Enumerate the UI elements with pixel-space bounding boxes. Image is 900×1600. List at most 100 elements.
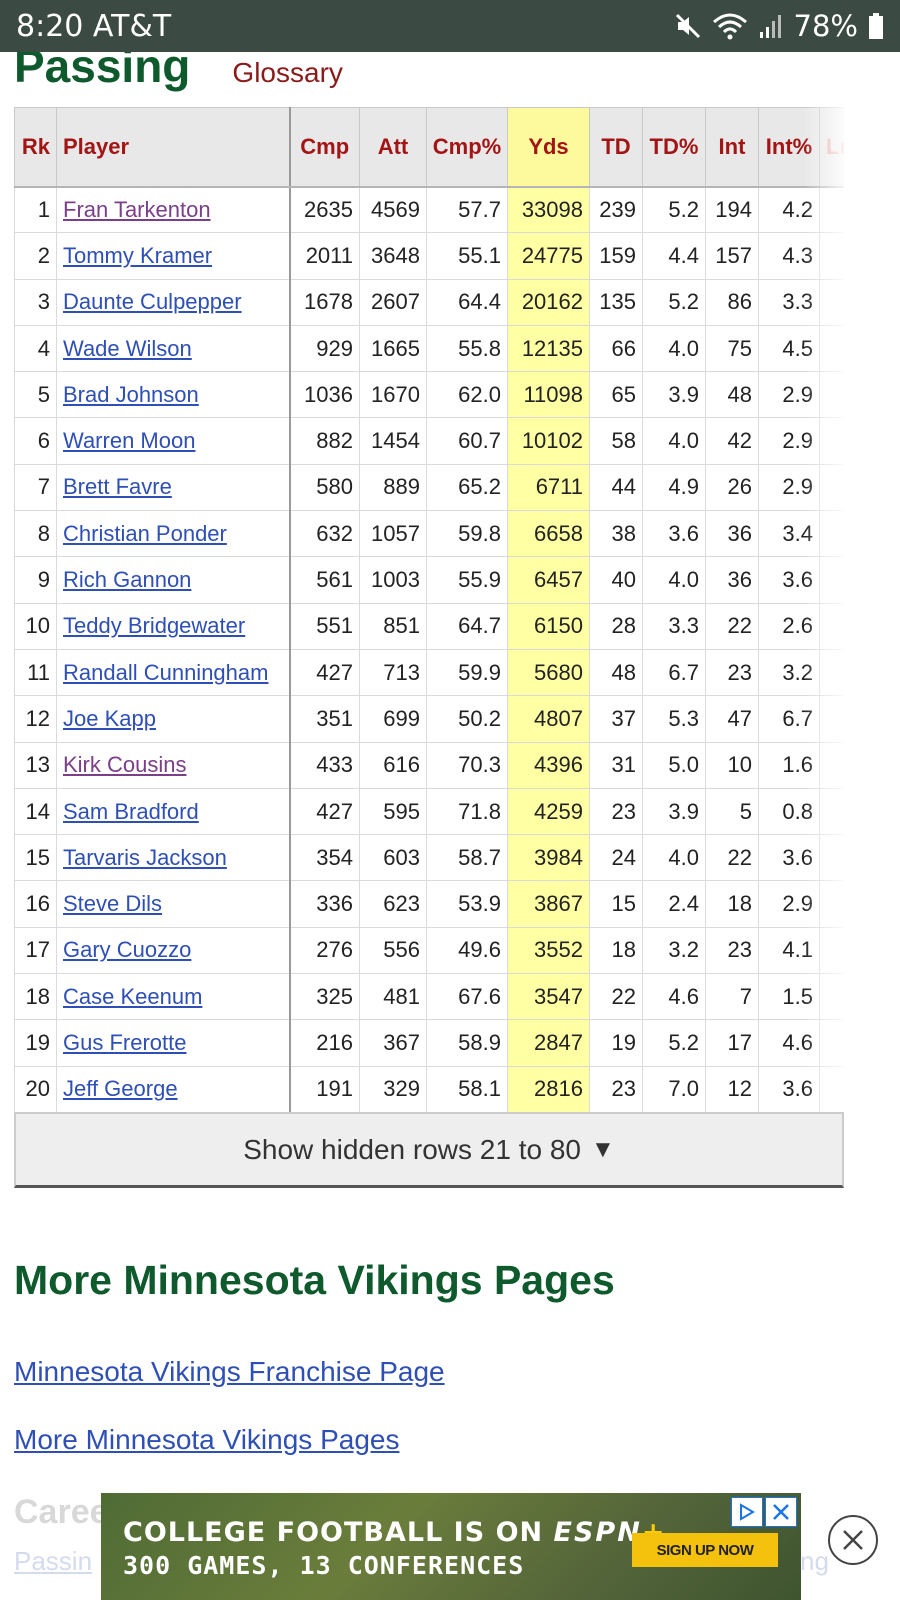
- ad-signup-button[interactable]: SIGN UP NOW: [632, 1533, 778, 1567]
- player-link[interactable]: Kirk Cousins: [63, 752, 187, 778]
- franchise-page-link[interactable]: Minnesota Vikings Franchise Page: [14, 1356, 445, 1387]
- show-hidden-rows-button[interactable]: Show hidden rows 21 to 80 ▼: [14, 1112, 844, 1188]
- cell-int-pct: 3.6: [758, 1065, 820, 1113]
- cell-player: Sam Bradford: [56, 787, 291, 836]
- player-link[interactable]: Gus Frerotte: [63, 1029, 187, 1055]
- adchoices-icon[interactable]: [731, 1497, 763, 1527]
- cell-int: 157: [705, 232, 759, 280]
- cell-td-pct: 4.9: [642, 463, 706, 512]
- header-int-pct[interactable]: Int%: [758, 107, 820, 188]
- ad-subline: 300 GAMES, 13 CONFERENCES: [123, 1551, 525, 1580]
- cell-cmp: 1678: [289, 278, 360, 326]
- cell-cmp: 561: [289, 556, 360, 604]
- player-link[interactable]: Gary Cuozzo: [63, 937, 192, 963]
- cell-cmp: 191: [289, 1065, 360, 1113]
- cell-td: 31: [589, 741, 643, 789]
- player-link[interactable]: Sam Bradford: [63, 798, 199, 824]
- cell-td-pct: 5.0: [642, 741, 706, 789]
- passing-table-container[interactable]: Rk Player Cmp Att Cmp% Yds TD TD% Int In…: [14, 107, 844, 1187]
- player-link[interactable]: Randall Cunningham: [63, 659, 269, 685]
- cell-cmp-pct: 58.1: [426, 1065, 508, 1113]
- mute-icon: [675, 13, 700, 39]
- header-yds[interactable]: Yds: [507, 107, 590, 188]
- cell-cmp-pct: 58.9: [426, 1019, 508, 1067]
- wifi-icon: [712, 13, 747, 40]
- cell-td-pct: 3.9: [642, 371, 706, 419]
- cell-td: 239: [589, 185, 643, 234]
- cell-yds: 4807: [507, 695, 590, 743]
- cell-cmp-pct: 57.7: [426, 185, 508, 234]
- player-link[interactable]: Teddy Bridgewater: [63, 613, 246, 639]
- player-link[interactable]: Tommy Kramer: [63, 242, 213, 268]
- cell-player: Warren Moon: [56, 417, 291, 465]
- cell-cmp-pct: 65.2: [426, 463, 508, 512]
- header-att[interactable]: Att: [359, 107, 427, 188]
- cell-cmp: 276: [289, 926, 360, 975]
- faded-heading: Caree: [14, 1493, 109, 1531]
- faded-link[interactable]: Passin: [14, 1546, 93, 1576]
- header-lng[interactable]: Lng: [819, 107, 844, 188]
- header-player[interactable]: Player: [56, 107, 291, 188]
- cell-lng: 82: [819, 371, 844, 419]
- cell-cmp: 2635: [289, 185, 360, 234]
- player-link[interactable]: Fran Tarkenton: [63, 196, 211, 222]
- table-row: 11 Randall Cunningham 427 713 59.9 5680 48 6.7 2…: [14, 648, 844, 697]
- header-rk[interactable]: Rk: [14, 107, 57, 188]
- ad-headline: COLLEGE FOOTBALL IS ON ESPN+: [123, 1517, 664, 1548]
- cell-cmp-pct: 55.1: [426, 232, 508, 280]
- cell-td: 37: [589, 695, 643, 743]
- espn-logo-icon: ESPN: [553, 1517, 642, 1548]
- cell-int: 23: [705, 926, 759, 975]
- player-link[interactable]: Daunte Culpepper: [63, 289, 242, 315]
- ad-dismiss-icon[interactable]: [765, 1497, 797, 1527]
- cell-att: 889: [359, 463, 427, 512]
- cell-yds: 33098: [507, 185, 590, 234]
- cell-td-pct: 3.3: [642, 602, 706, 650]
- glossary-link[interactable]: Glossary: [232, 57, 343, 88]
- cell-lng: 63: [819, 463, 844, 512]
- cell-lng: 89: [819, 185, 844, 234]
- header-td[interactable]: TD: [589, 107, 643, 188]
- cell-yds: 6457: [507, 556, 590, 604]
- cell-cmp: 580: [289, 463, 360, 512]
- cell-lng: 87: [819, 602, 844, 650]
- cell-int: 48: [705, 371, 759, 419]
- battery-percent: 78%: [793, 9, 858, 43]
- cell-td: 159: [589, 232, 643, 280]
- cell-cmp-pct: 62.0: [426, 371, 508, 419]
- player-link[interactable]: Case Keenum: [63, 983, 203, 1009]
- ad-banner[interactable]: COLLEGE FOOTBALL IS ON ESPN+ 300 GAMES, …: [101, 1493, 801, 1600]
- table-row: 3 Daunte Culpepper 1678 2607 64.4 20162 135 5.2…: [14, 278, 844, 326]
- table-row: 1 Fran Tarkenton 2635 4569 57.7 33098 239 5.2 19…: [14, 185, 844, 234]
- player-link[interactable]: Tarvaris Jackson: [63, 844, 227, 870]
- close-ad-icon[interactable]: [828, 1515, 878, 1565]
- cell-cmp: 2011: [289, 232, 360, 280]
- cell-int-pct: 3.6: [758, 834, 820, 882]
- header-int[interactable]: Int: [705, 107, 759, 188]
- cell-int-pct: 2.9: [758, 417, 820, 465]
- player-link[interactable]: Steve Dils: [63, 891, 163, 917]
- header-td-pct[interactable]: TD%: [642, 107, 706, 188]
- player-link[interactable]: Brett Favre: [63, 474, 172, 500]
- cell-lng: 85: [819, 695, 844, 743]
- player-link[interactable]: Joe Kapp: [63, 705, 156, 731]
- more-pages-link[interactable]: More Minnesota Vikings Pages: [14, 1424, 400, 1455]
- cell-player: Wade Wilson: [56, 324, 291, 373]
- cell-player: Rich Gannon: [56, 556, 291, 604]
- cell-player: Fran Tarkenton: [56, 185, 291, 234]
- cell-cmp: 351: [289, 695, 360, 743]
- player-link[interactable]: Wade Wilson: [63, 335, 192, 361]
- player-link[interactable]: Christian Ponder: [63, 520, 227, 546]
- cell-lng: 99: [819, 1019, 844, 1067]
- player-link[interactable]: Jeff George: [63, 1076, 178, 1102]
- cell-td: 58: [589, 417, 643, 465]
- player-link[interactable]: Rich Gannon: [63, 567, 192, 593]
- player-link[interactable]: Brad Johnson: [63, 381, 199, 407]
- header-cmp-pct[interactable]: Cmp%: [426, 107, 508, 188]
- cell-td: 40: [589, 556, 643, 604]
- header-cmp[interactable]: Cmp: [289, 107, 360, 188]
- player-link[interactable]: Warren Moon: [63, 428, 196, 454]
